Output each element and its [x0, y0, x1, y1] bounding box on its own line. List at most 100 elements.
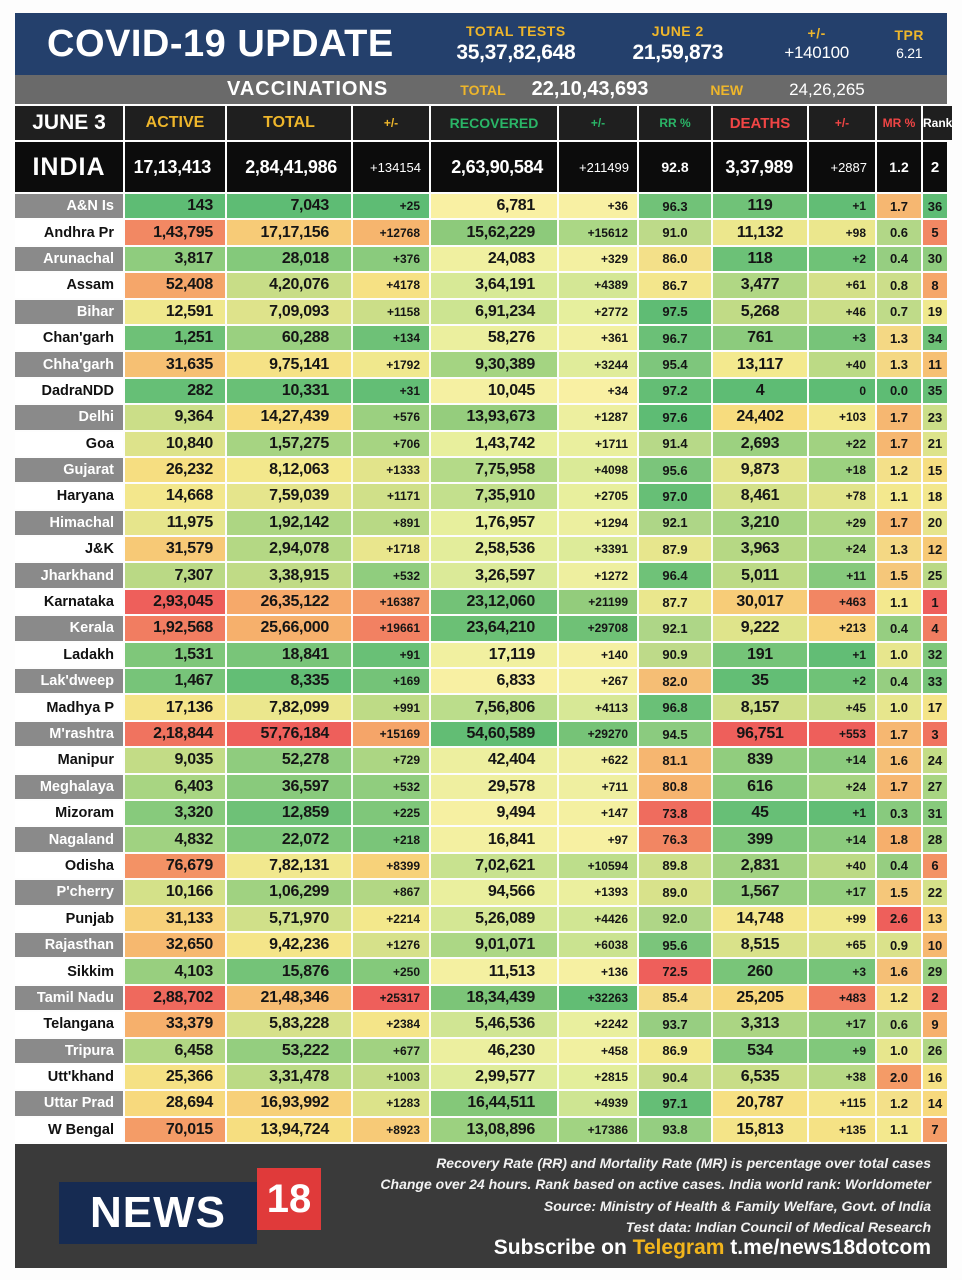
cell-total: 25,66,000	[227, 616, 351, 641]
cell-rr: 87.9	[639, 537, 711, 562]
cell-active: 25,366	[125, 1064, 225, 1090]
telegram-link[interactable]: Telegram	[632, 1236, 725, 1260]
cell-rr: 89.8	[639, 853, 711, 879]
cell-deaths: 616	[713, 774, 807, 799]
cell-rank: 11	[923, 352, 947, 377]
cell-total-delta: +134	[353, 325, 429, 351]
cell-total-delta: +2384	[353, 1012, 429, 1037]
cell-rr: 97.6	[639, 405, 711, 430]
cell-rr: 95.4	[639, 352, 711, 377]
cell-recovered-delta: +2815	[559, 1064, 637, 1090]
state-label: DadraNDD	[15, 378, 123, 404]
cell-total-delta: +91	[353, 642, 429, 668]
cell-total-delta: +891	[353, 510, 429, 536]
cell-recovered: 5,46,536	[431, 1012, 557, 1037]
cell-total-delta: +250	[353, 959, 429, 984]
cell-recovered-delta: +2242	[559, 1012, 637, 1037]
state-label: Ladakh	[15, 642, 123, 668]
cell-recovered: 7,75,958	[431, 457, 557, 483]
cell-recovered: 17,119	[431, 642, 557, 668]
cell-recovered: 5,26,089	[431, 906, 557, 931]
cell-deaths-delta: +61	[809, 273, 875, 298]
cell-rank: 5	[923, 220, 947, 245]
cell-recovered-delta: +4426	[559, 906, 637, 931]
cell-active: 6,403	[125, 774, 225, 799]
vaccinations-new-label: NEW	[710, 81, 744, 98]
footnote-line: Recovery Rate (RR) and Mortality Rate (M…	[436, 1155, 931, 1172]
stat-label: +/-	[807, 25, 826, 41]
cell-recovered: 54,60,589	[431, 721, 557, 747]
cell-mr: 2.6	[877, 906, 921, 931]
table-row: Haryana 14,668 7,59,039 +1171 7,35,910 +2705 9…	[15, 484, 947, 509]
cell-rr: 96.8	[639, 695, 711, 720]
stat-tpr: TPR 6.21	[877, 27, 941, 61]
cell-rank: 2	[923, 985, 947, 1011]
cell-total-delta: +25317	[353, 985, 429, 1011]
cell-mr: 1.2	[877, 985, 921, 1011]
cell-active: 4,832	[125, 827, 225, 852]
cell-recovered-delta: +4389	[559, 273, 637, 298]
cell-active: 76,679	[125, 853, 225, 879]
cell-recovered: 10,045	[431, 378, 557, 404]
state-label: Lak'dweep	[15, 669, 123, 694]
cell-rank: 22	[923, 880, 947, 905]
cell-deaths: 9,873	[713, 457, 807, 483]
cell-total: 26,35,122	[227, 589, 351, 615]
cell-mr: 1.3	[877, 325, 921, 351]
india-recovered-delta: +211499	[559, 142, 637, 192]
news18-logo-text: NEWS	[59, 1182, 257, 1245]
vaccinations-total-label: TOTAL	[460, 81, 506, 98]
col-deaths: DEATHS	[713, 106, 807, 140]
cell-rr: 87.7	[639, 589, 711, 615]
cell-recovered-delta: +4098	[559, 457, 637, 483]
cell-total: 3,38,915	[227, 563, 351, 588]
cell-deaths: 25,205	[713, 985, 807, 1011]
cell-total: 15,876	[227, 959, 351, 984]
cell-rr: 97.0	[639, 484, 711, 509]
cell-total-delta: +1792	[353, 352, 429, 377]
cell-total-delta: +16387	[353, 589, 429, 615]
cell-rank: 35	[923, 378, 947, 404]
cell-mr: 1.7	[877, 405, 921, 430]
cell-mr: 1.7	[877, 721, 921, 747]
cell-deaths-delta: +1	[809, 800, 875, 826]
stat-value: 21,59,873	[632, 41, 724, 64]
cell-total: 18,841	[227, 642, 351, 668]
col-recovered: RECOVERED	[431, 106, 557, 140]
col-deaths-delta: +/-	[809, 106, 875, 140]
state-label: Meghalaya	[15, 774, 123, 799]
cell-active: 1,251	[125, 325, 225, 351]
state-label: Bihar	[15, 299, 123, 324]
cell-total: 9,75,141	[227, 352, 351, 377]
cell-rr: 81.1	[639, 748, 711, 773]
cell-rank: 14	[923, 1091, 947, 1116]
table-row: DadraNDD 282 10,331 +31 10,045 +34 97.2 4 0 0.0 35	[15, 378, 947, 404]
cell-rank: 10	[923, 932, 947, 958]
cell-active: 282	[125, 378, 225, 404]
telegram-url[interactable]: t.me/news18dotcom	[724, 1236, 931, 1260]
state-label: Assam	[15, 273, 123, 298]
cell-total-delta: +4178	[353, 273, 429, 298]
table-row: Jharkhand 7,307 3,38,915 +532 3,26,597 +1272 9…	[15, 563, 947, 588]
masthead-stats: TOTAL TESTS 35,37,82,648 JUNE 2 21,59,87…	[432, 13, 947, 75]
cell-deaths-delta: +40	[809, 352, 875, 377]
cell-active: 143	[125, 194, 225, 219]
table-row: Nagaland 4,832 22,072 +218 16,841 +97 76.3 399 +…	[15, 827, 947, 852]
cell-total: 7,043	[227, 194, 351, 219]
cell-rr: 97.1	[639, 1091, 711, 1116]
cell-mr: 0.4	[877, 616, 921, 641]
cell-total-delta: +15169	[353, 721, 429, 747]
state-label: Utt'khand	[15, 1064, 123, 1090]
cell-mr: 0.6	[877, 220, 921, 245]
state-label: Rajasthan	[15, 932, 123, 958]
cell-deaths-delta: +22	[809, 431, 875, 456]
cell-deaths: 14,748	[713, 906, 807, 931]
cell-mr: 1.8	[877, 827, 921, 852]
news18-logo-number: 18	[257, 1168, 321, 1231]
state-label: Haryana	[15, 484, 123, 509]
cell-recovered: 42,404	[431, 748, 557, 773]
cell-total-delta: +867	[353, 880, 429, 905]
cell-active: 4,103	[125, 959, 225, 984]
cell-total-delta: +31	[353, 378, 429, 404]
cell-rank: 29	[923, 959, 947, 984]
